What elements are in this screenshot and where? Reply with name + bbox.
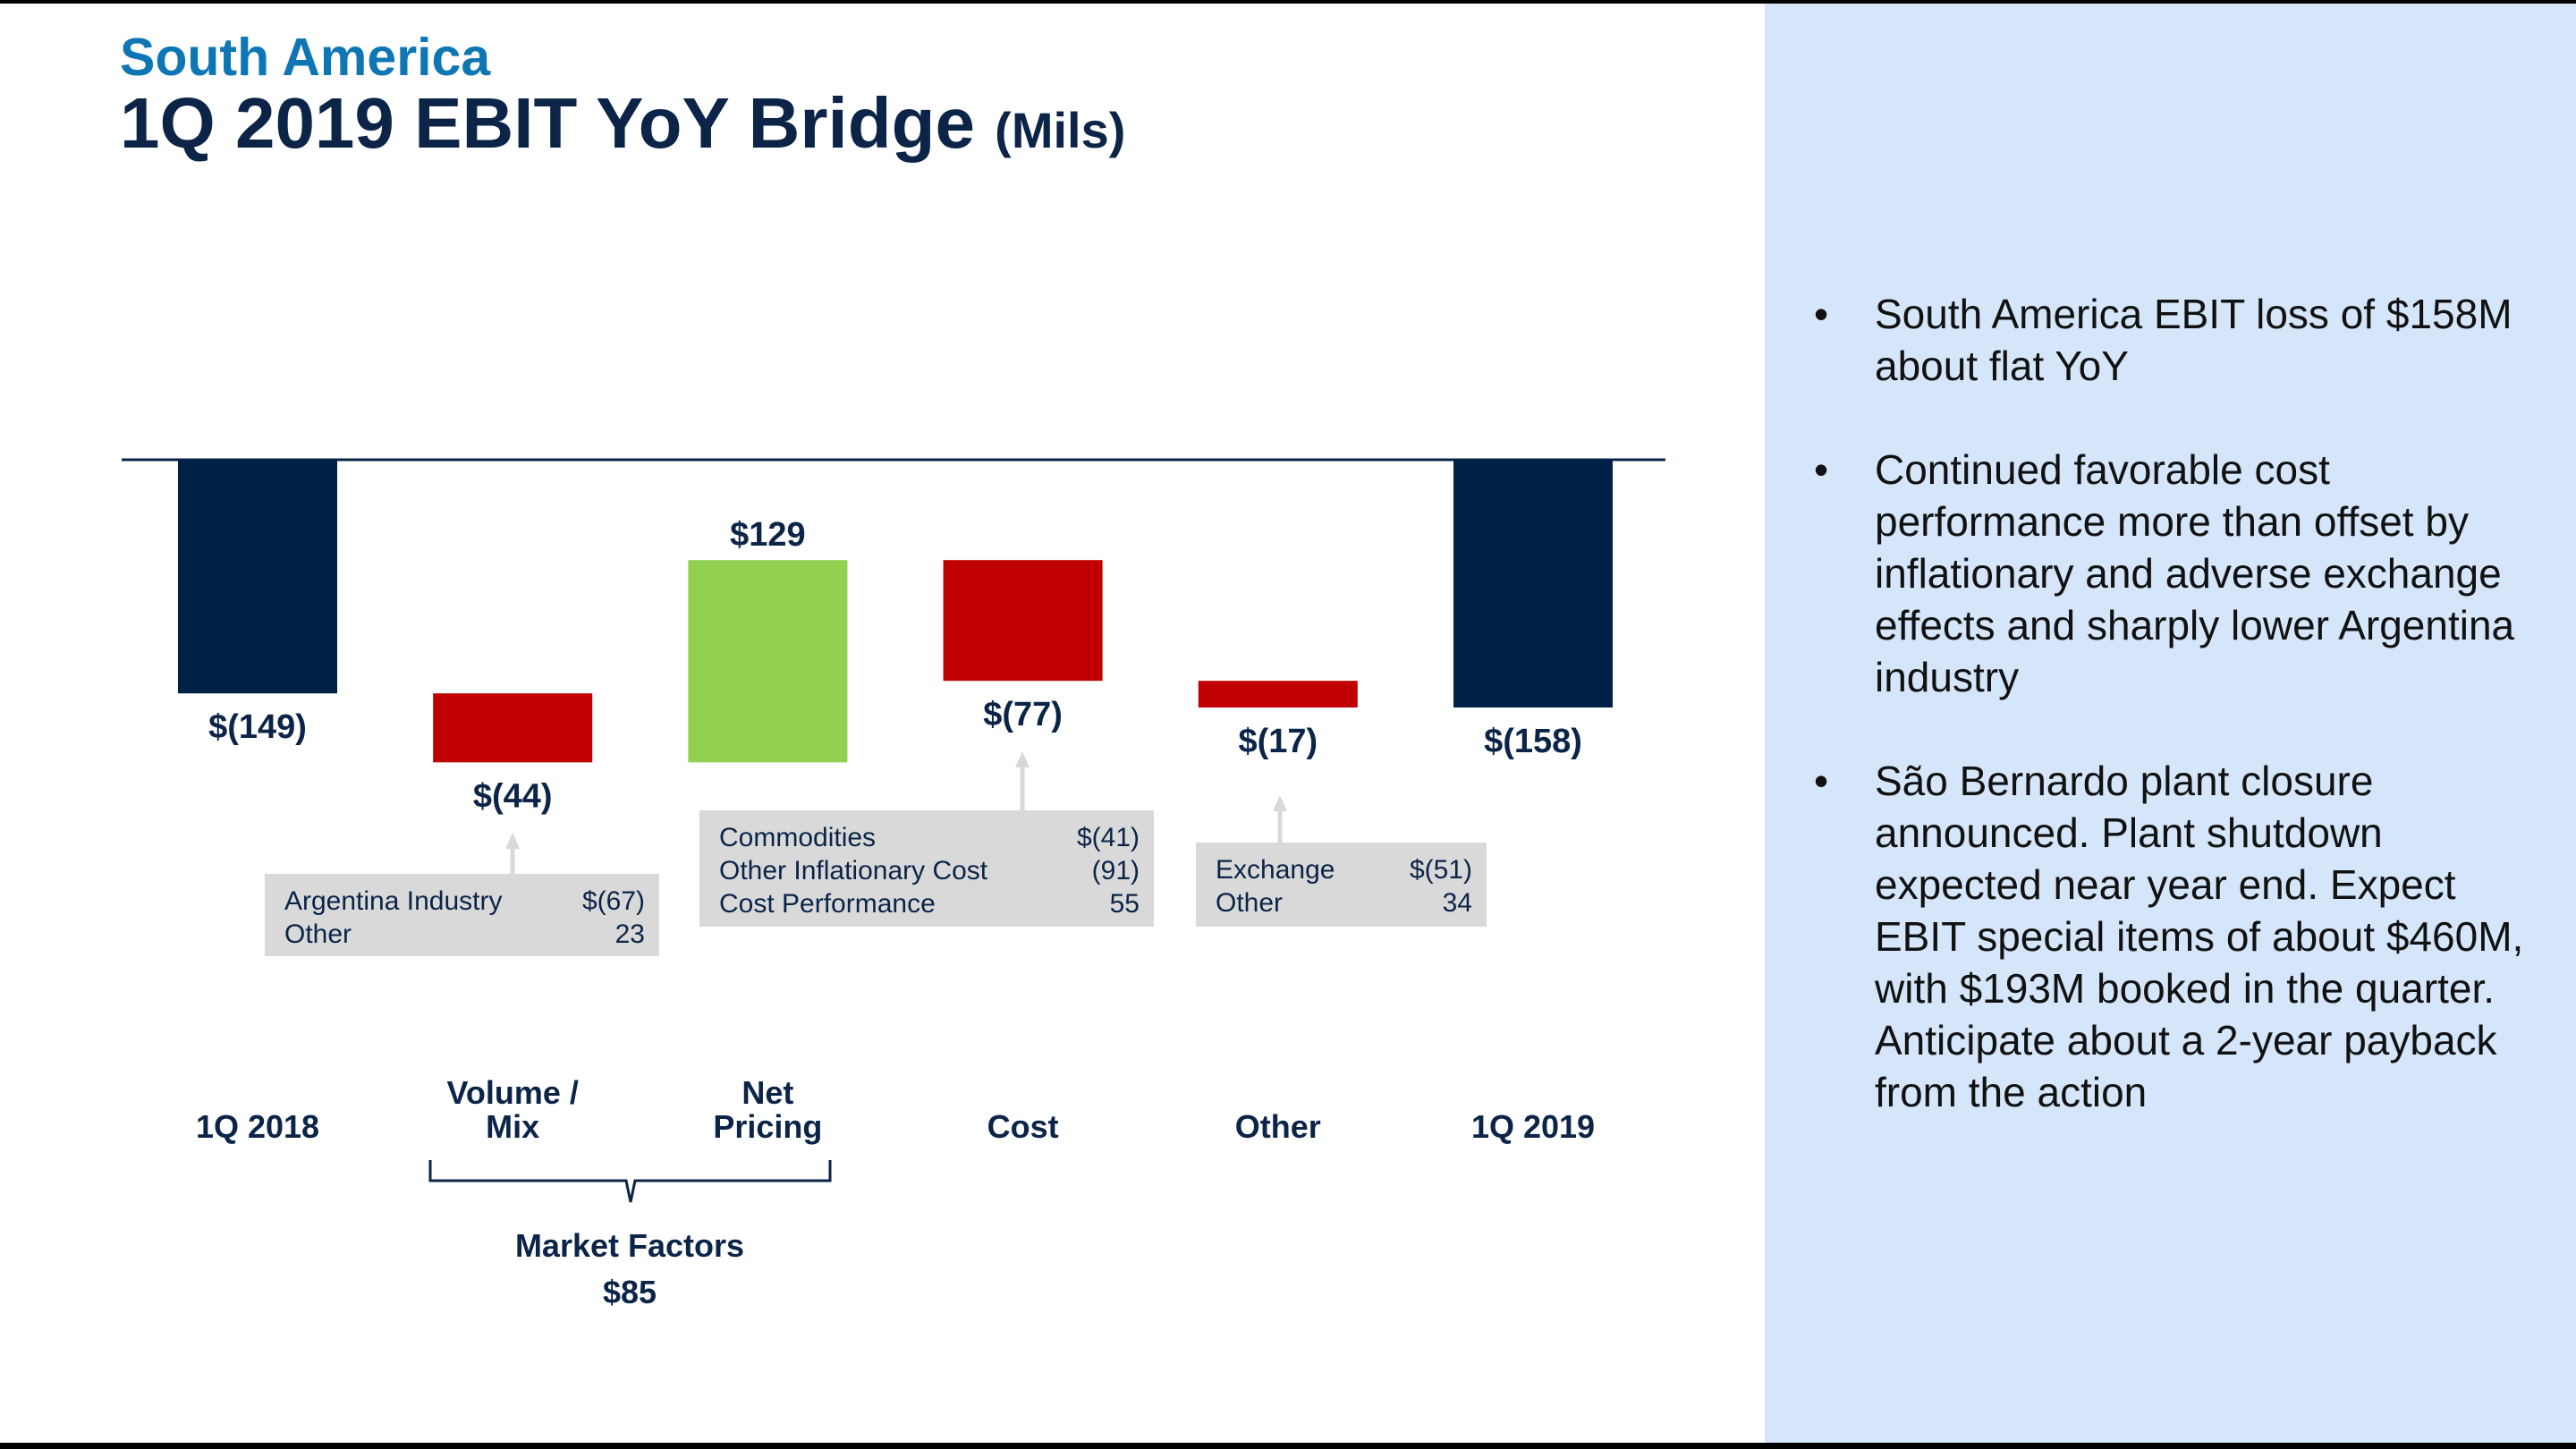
title-unit: (Mils) xyxy=(995,102,1126,158)
bar-6 xyxy=(1453,460,1613,708)
callout-row: Cost Performance 55 xyxy=(719,887,1140,920)
category-label: 1Q 2019 xyxy=(1470,1108,1596,1145)
callout-label: Cost Performance xyxy=(719,889,936,919)
group-brace xyxy=(428,1160,832,1203)
data-label: $(17) xyxy=(1238,723,1318,760)
callout-value: $(51) xyxy=(1409,855,1472,885)
bullet-text: South America EBIT loss of $158M about f… xyxy=(1875,291,2512,389)
callout-value: $(67) xyxy=(581,886,645,916)
commentary-bullets: • South America EBIT loss of $158M about … xyxy=(1807,288,2549,1170)
bar-3 xyxy=(688,560,848,763)
callout-label: Argentina Industry xyxy=(284,886,503,916)
data-label: $(77) xyxy=(983,696,1063,733)
arrow-up-icon xyxy=(1273,795,1287,811)
callout-value: $(41) xyxy=(1076,823,1140,852)
callout-row: Other Inflationary Cost (91) xyxy=(719,854,1140,887)
category-label: Net Pricing xyxy=(713,1074,823,1145)
callout-label: Commodities xyxy=(719,823,877,852)
top-border xyxy=(0,0,2576,4)
data-label: $(44) xyxy=(473,777,553,815)
callout-row: Exchange $(51) xyxy=(1216,853,1472,886)
callout-label: Other Inflationary Cost xyxy=(719,856,988,886)
bullet-item: • São Bernardo plant closure announced. P… xyxy=(1807,755,2549,1118)
bar-1 xyxy=(178,460,337,694)
bullet-dot: • xyxy=(1814,291,1829,337)
callout-box: Exchange $(51) Other 34 xyxy=(1196,843,1487,927)
callout-label: Other xyxy=(1216,888,1284,918)
page-title: 1Q 2019 EBIT YoY Bridge (Mils) xyxy=(120,82,1125,165)
bar-5 xyxy=(1198,681,1358,708)
callout-value: 55 xyxy=(1109,889,1140,919)
callout-value: 34 xyxy=(1442,888,1472,918)
bullet-text: São Bernardo plant closure announced. Pl… xyxy=(1875,758,2524,1115)
callout-row: Commodities $(41) xyxy=(719,821,1140,854)
callout-label: Exchange xyxy=(1216,855,1335,885)
bullet-dot: • xyxy=(1814,758,1829,804)
bullet-item: • Continued favorable cost performance mo… xyxy=(1807,444,2549,703)
callout-label: Other xyxy=(284,919,352,949)
bullet-dot: • xyxy=(1814,446,1829,493)
title-text: 1Q 2019 EBIT YoY Bridge xyxy=(120,83,975,163)
callout-box: Commodities $(41) Other Inflationary Cost (… xyxy=(699,810,1154,927)
category-label: Cost xyxy=(987,1108,1059,1145)
bar-2 xyxy=(433,693,593,763)
callout-row: Argentina Industry $(67) xyxy=(284,885,645,918)
category-label: Other xyxy=(1234,1108,1321,1145)
bullet-text: Continued favorable cost performance mor… xyxy=(1875,446,2515,700)
bullet-item: • South America EBIT loss of $158M about … xyxy=(1807,288,2549,392)
category-label: 1Q 2018 xyxy=(195,1108,320,1145)
bottom-border xyxy=(0,1443,2576,1449)
commentary-panel xyxy=(1765,4,2576,1443)
callout-value: 23 xyxy=(614,919,645,949)
callout-value: (91) xyxy=(1091,856,1140,886)
arrow-up-icon xyxy=(1015,751,1030,767)
data-label: $(149) xyxy=(208,708,307,746)
category-label: Volume / Mix xyxy=(446,1074,579,1145)
group-label: Market Factors xyxy=(514,1227,745,1264)
region-title: South America xyxy=(120,28,491,87)
callout-row: Other 34 xyxy=(1216,886,1472,919)
arrow-up-icon xyxy=(505,833,520,849)
group-value: $85 xyxy=(602,1274,657,1310)
callout-row: Other 23 xyxy=(284,918,645,951)
data-label: $(158) xyxy=(1484,723,1582,760)
bar-4 xyxy=(943,560,1103,682)
callout-box: Argentina Industry $(67) Other 23 xyxy=(265,874,659,956)
data-label: $129 xyxy=(730,516,806,554)
